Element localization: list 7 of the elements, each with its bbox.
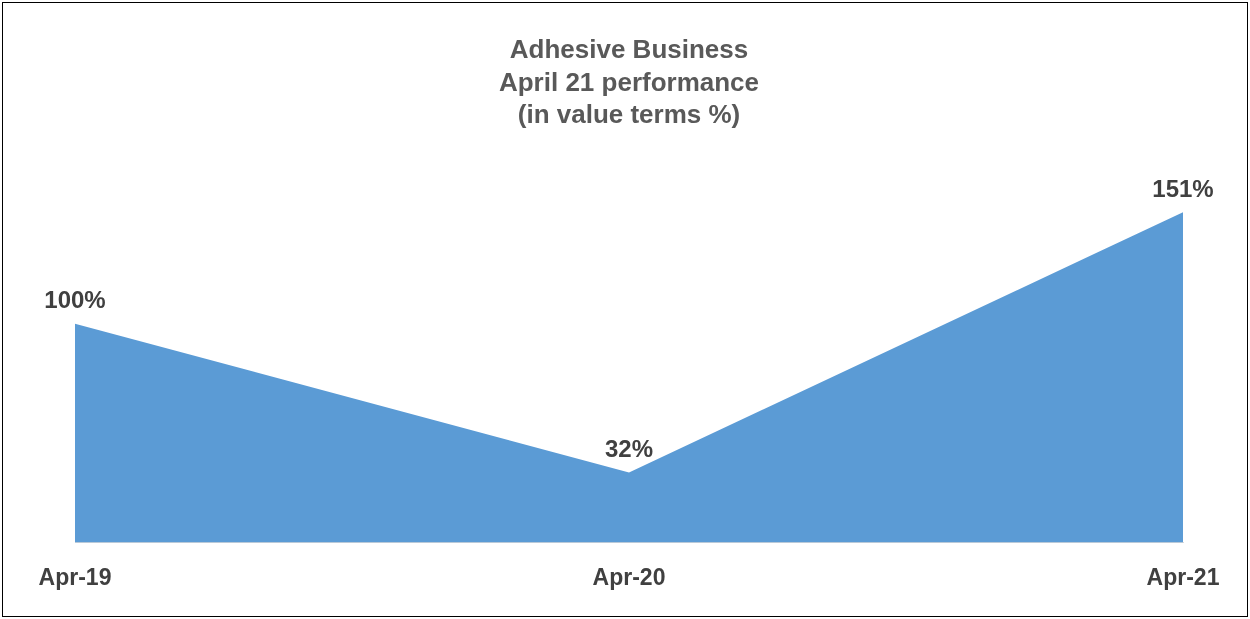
data-label: 151% xyxy=(1152,174,1214,202)
chart-title: Adhesive Business April 21 performance (in value terms %) xyxy=(498,34,760,130)
data-label: 32% xyxy=(604,435,654,463)
x-tick-label: Apr-20 xyxy=(592,563,666,590)
data-label: 100% xyxy=(44,286,106,314)
x-tick-label: Apr-21 xyxy=(1146,563,1220,590)
x-tick-label: Apr-19 xyxy=(38,563,112,590)
